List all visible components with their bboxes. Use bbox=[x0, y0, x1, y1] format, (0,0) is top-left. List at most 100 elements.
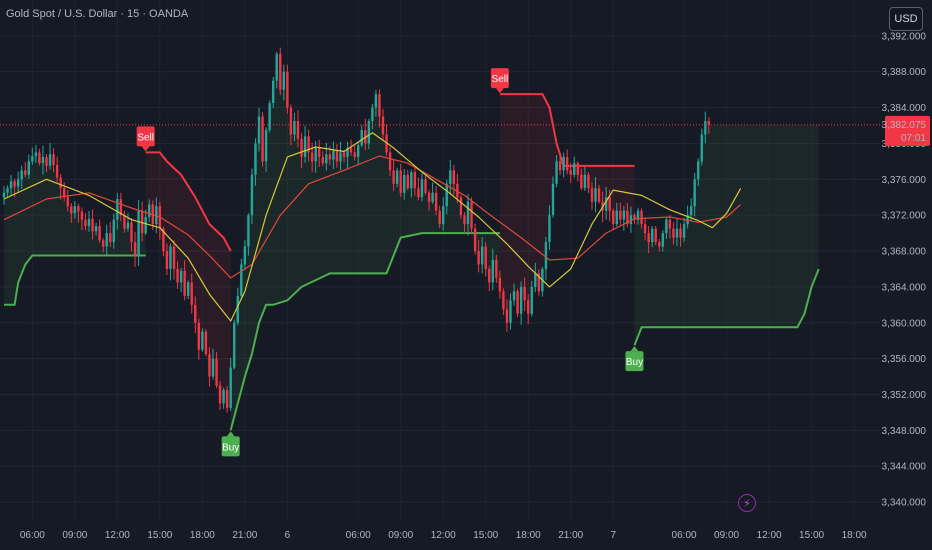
candle-body bbox=[179, 270, 183, 283]
candle-body bbox=[325, 154, 328, 164]
candle-body bbox=[148, 204, 151, 217]
candle-body bbox=[339, 152, 342, 162]
slow-ma-line bbox=[3, 155, 742, 279]
candle-body bbox=[665, 219, 668, 234]
time-tick-label: 06:00 bbox=[672, 530, 697, 541]
candle-body bbox=[689, 206, 693, 216]
candle-body bbox=[410, 172, 413, 189]
candle-body bbox=[636, 210, 640, 220]
fast-ma-line bbox=[3, 132, 742, 322]
candle-body bbox=[208, 354, 211, 377]
candle-body bbox=[109, 233, 112, 243]
lightning-icon[interactable]: ⚡ bbox=[738, 494, 756, 512]
candle-body bbox=[119, 199, 123, 216]
candle-body bbox=[512, 291, 516, 301]
candle-body bbox=[66, 197, 69, 207]
candle-body bbox=[565, 156, 569, 171]
candle-body bbox=[349, 147, 353, 153]
candle-body bbox=[470, 201, 473, 229]
candle-body bbox=[261, 116, 264, 162]
time-axis[interactable]: 06:00 09:00 12:00 15:00 18:00 21:00 6 06:00 09:0… bbox=[20, 530, 867, 541]
candle-body bbox=[650, 228, 654, 243]
trailing-stop-up bbox=[229, 232, 500, 431]
currency-button[interactable]: USD bbox=[889, 7, 923, 31]
candle-body bbox=[668, 219, 672, 229]
candle-body bbox=[250, 174, 254, 216]
candle-body bbox=[247, 215, 250, 247]
candle-body bbox=[300, 138, 303, 157]
candle-body bbox=[271, 80, 275, 104]
candle-body bbox=[509, 300, 512, 323]
candle-body bbox=[562, 156, 565, 171]
candle-body bbox=[679, 228, 682, 238]
sell-signal-pointer bbox=[141, 146, 150, 152]
time-tick-label: 12:00 bbox=[431, 530, 456, 541]
candle-body bbox=[519, 286, 523, 314]
candle-body bbox=[169, 246, 172, 269]
price-tick-label: 3,372.000 bbox=[882, 211, 927, 222]
candle-body bbox=[399, 170, 402, 193]
candle-body bbox=[94, 225, 98, 232]
candle-body bbox=[303, 136, 307, 157]
candle-body bbox=[445, 183, 448, 207]
time-tick-label: 21:00 bbox=[232, 530, 257, 541]
price-tick-label: 3,348.000 bbox=[882, 426, 927, 437]
uptrend-fill bbox=[230, 53, 500, 431]
candle-body bbox=[576, 163, 580, 175]
candle-body bbox=[2, 192, 6, 198]
candle-body bbox=[162, 228, 165, 252]
candle-body bbox=[215, 358, 218, 386]
candle-body bbox=[587, 174, 590, 189]
time-tick-label: 18:00 bbox=[842, 530, 867, 541]
candle-body bbox=[201, 331, 204, 350]
candle-body bbox=[279, 53, 282, 90]
candle-body bbox=[332, 150, 335, 160]
price-tick-label: 3,388.000 bbox=[882, 67, 927, 78]
candle-body bbox=[516, 291, 519, 314]
candle-body bbox=[594, 188, 597, 202]
candle-body bbox=[604, 197, 608, 211]
candle-body bbox=[176, 268, 179, 283]
candle-body bbox=[633, 215, 636, 220]
last-price-tag: 3,382.075 07:01 bbox=[0, 115, 930, 146]
sell-signal-label: Sell bbox=[492, 74, 509, 85]
symbol-title: Gold Spot / U.S. Dollar · 15 · OANDA bbox=[6, 8, 189, 20]
candle-body bbox=[473, 228, 477, 252]
candle-body bbox=[342, 152, 346, 157]
time-tick-label: 7 bbox=[610, 530, 616, 541]
candle-body bbox=[420, 179, 424, 198]
candle-body bbox=[80, 211, 84, 220]
candle-body bbox=[406, 174, 409, 189]
candle-body bbox=[417, 188, 420, 198]
candle-body bbox=[353, 152, 356, 157]
candle-body bbox=[240, 264, 243, 296]
candle-body bbox=[328, 154, 332, 160]
time-tick-label: 6 bbox=[285, 530, 291, 541]
price-axis[interactable]: 3,340.000 3,344.000 3,348.000 3,352.000 3,35… bbox=[882, 31, 927, 508]
candle-body bbox=[165, 251, 169, 269]
candle-body bbox=[530, 286, 533, 314]
candle-body bbox=[307, 136, 310, 153]
buy-signal-box bbox=[221, 436, 240, 457]
price-tick-label: 3,368.000 bbox=[882, 247, 927, 258]
time-tick-label: 18:00 bbox=[190, 530, 215, 541]
buy-signal-label: Buy bbox=[222, 442, 239, 453]
candle-body bbox=[211, 358, 215, 377]
candle-body bbox=[643, 224, 647, 234]
candle-body bbox=[91, 218, 94, 232]
candle-body bbox=[233, 322, 236, 368]
moving-averages bbox=[3, 132, 742, 322]
price-tick-label: 3,376.000 bbox=[882, 175, 927, 186]
candle-body bbox=[615, 210, 618, 225]
candle-body bbox=[296, 121, 300, 139]
last-price-box bbox=[885, 115, 930, 146]
candle-body bbox=[24, 170, 27, 175]
candle-body bbox=[403, 174, 406, 193]
candle-body bbox=[459, 197, 463, 216]
candle-body bbox=[133, 242, 137, 256]
candle-body bbox=[144, 216, 147, 234]
time-tick-label: 15:00 bbox=[473, 530, 498, 541]
trail-fills bbox=[4, 53, 819, 431]
buy-signal-box bbox=[625, 351, 644, 372]
